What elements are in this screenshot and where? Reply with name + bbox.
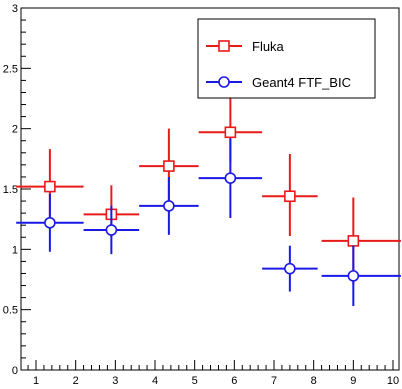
data-point: [347, 270, 360, 282]
data-point: [44, 180, 56, 193]
x-tick-label: 10: [387, 375, 399, 387]
chart-ticks: 0 0.5 1 1.5 2 2.5 3 1 2 3 4 5 6 7 8 9 10: [3, 3, 399, 387]
y-tick-label: 1.5: [3, 184, 18, 196]
data-point: [44, 216, 56, 229]
data-point: [163, 160, 175, 172]
series-geant4: [16, 138, 401, 307]
data-point: [284, 190, 296, 203]
legend-label: Fluka: [252, 39, 285, 54]
x-tick-label: 8: [311, 375, 317, 387]
y-tick-label: 1: [12, 244, 18, 256]
data-point: [224, 126, 237, 139]
legend-marker: [218, 76, 230, 88]
legend-marker: [218, 40, 230, 52]
x-tick-label: 3: [112, 375, 118, 387]
chart-series: [16, 96, 401, 307]
y-tick-label: 2: [12, 124, 18, 136]
chart-legend: Fluka Geant4 FTF_BIC: [197, 18, 376, 99]
y-tick-label: 0: [12, 365, 18, 377]
x-tick-label: 5: [192, 375, 198, 387]
y-tick-label: 2.5: [3, 63, 18, 75]
data-point: [163, 200, 175, 212]
series-fluka: [16, 96, 401, 285]
x-tick-label: 9: [350, 375, 356, 387]
y-tick-label: 0.5: [3, 305, 18, 317]
x-tick-label: 1: [33, 375, 39, 387]
x-tick-label: 2: [73, 375, 79, 387]
x-tick-label: 4: [152, 375, 158, 387]
data-point: [105, 224, 118, 236]
legend-label: Geant4 FTF_BIC: [252, 75, 351, 90]
y-tick-label: 3: [12, 3, 18, 15]
x-tick-label: 6: [231, 375, 237, 387]
data-point: [224, 172, 237, 184]
x-tick-label: 7: [271, 375, 277, 387]
data-point: [347, 235, 360, 247]
data-point: [284, 262, 296, 275]
